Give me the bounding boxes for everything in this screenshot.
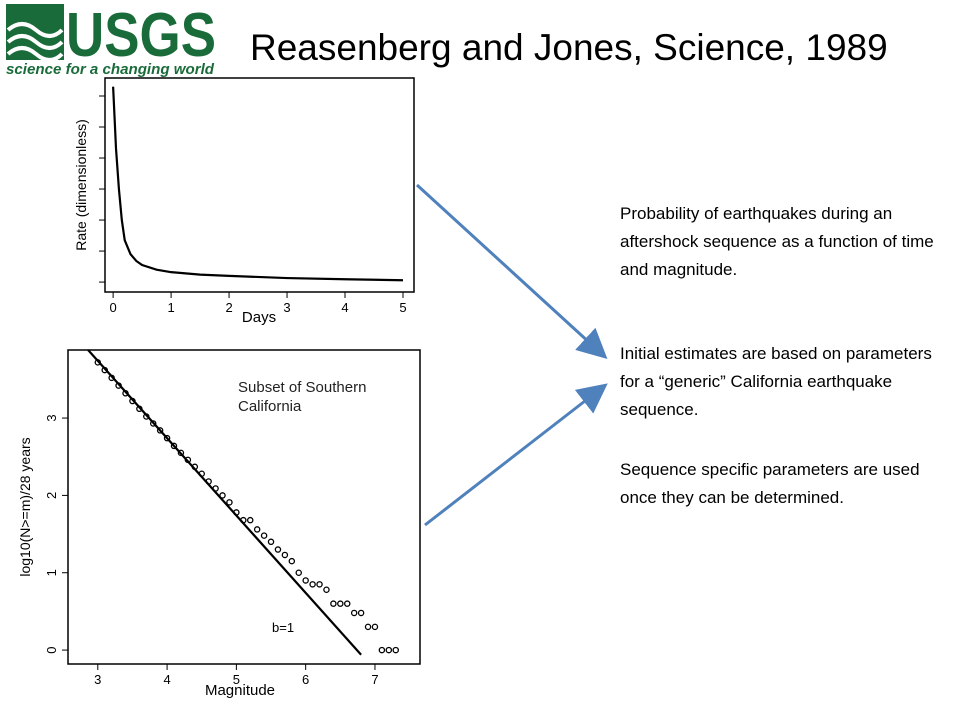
annotation: Subset of Southern California [238, 379, 367, 415]
x-axis-label: Magnitude [205, 682, 275, 699]
y-tick-label: 3 [44, 414, 59, 421]
x-tick-label: 0 [109, 300, 116, 315]
data-point [392, 646, 399, 654]
data-point [302, 577, 309, 584]
data-point [337, 600, 344, 607]
arrow [424, 383, 608, 527]
data-point [260, 532, 268, 539]
data-point [364, 623, 372, 631]
data-point [156, 427, 164, 434]
data-point [246, 516, 254, 524]
paragraph: Probability of earthquakes during an aft… [620, 204, 934, 279]
data-point [149, 420, 157, 427]
arrow [415, 183, 608, 360]
data-point [170, 442, 178, 450]
data-point [219, 492, 226, 499]
x-tick-label: 2 [225, 300, 232, 315]
data-point [385, 646, 393, 654]
x-axis-label: Days [242, 309, 276, 326]
data-point [253, 526, 261, 533]
data-point [163, 434, 171, 442]
y-tick-label: 0 [44, 646, 59, 653]
x-tick-label: 4 [341, 300, 348, 315]
data-point [281, 551, 289, 559]
paragraph: Sequence specific parameters are used on… [620, 460, 920, 507]
logo-name: USGS [66, 1, 216, 70]
data-point [177, 449, 185, 457]
data-point [309, 581, 316, 588]
x-tick-label: 5 [399, 300, 406, 315]
data-point [267, 538, 275, 546]
data-point [288, 557, 296, 565]
paragraph: Initial estimates are based on parameter… [620, 344, 932, 419]
data-point [330, 600, 337, 607]
data-point [350, 609, 358, 617]
data-point [371, 623, 379, 631]
data-point [226, 499, 233, 506]
data-point [323, 586, 330, 594]
line-label: b=1 [272, 620, 294, 635]
data-point [357, 609, 365, 617]
slide-title: Reasenberg and Jones, Science, 1989 [250, 27, 888, 68]
x-tick-label: 4 [163, 672, 170, 687]
chart: 0 1 2 3 4 5 Days Rate (dimensionless) [73, 77, 415, 326]
logo: USGS science for a changing world [6, 1, 216, 78]
data-point [378, 646, 386, 654]
data-point [274, 546, 282, 553]
data-point [295, 569, 302, 576]
x-tick-label: 3 [94, 672, 101, 687]
plot-frame [67, 349, 421, 665]
x-tick-label: 6 [302, 672, 309, 687]
plot-frame [104, 77, 415, 293]
y-axis-label: log10(N>=m)/28 years [17, 437, 33, 576]
y-tick-label: 2 [44, 492, 59, 499]
data-point [343, 600, 351, 607]
x-tick-label: 1 [167, 300, 174, 315]
annotation-box: Subset of Southern California [238, 379, 367, 415]
y-axis-label: Rate (dimensionless) [73, 119, 89, 251]
logo-tagline: science for a changing world [6, 61, 215, 78]
x-tick-label: 3 [283, 300, 290, 315]
curve [112, 86, 404, 282]
chart: 3 4 5 6 7 0 1 2 3 Magnitude log10(N>=m)/28 years b=… [17, 349, 421, 699]
logo-waves [6, 22, 64, 62]
x-tick-label: 5 [233, 672, 240, 687]
x-tick-label: 7 [371, 672, 378, 687]
y-tick-label: 1 [44, 569, 59, 576]
data-point [316, 581, 323, 588]
fit-line [87, 349, 362, 656]
